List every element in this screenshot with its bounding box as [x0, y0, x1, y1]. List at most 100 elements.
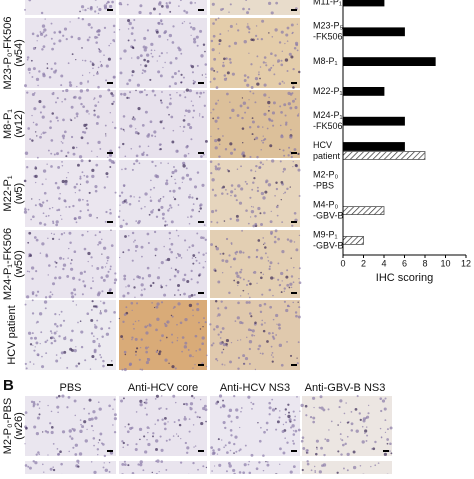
- nucleus: [171, 140, 174, 143]
- nucleus: [85, 439, 88, 442]
- nucleus: [138, 320, 140, 322]
- nucleus: [347, 436, 349, 438]
- nucleus: [74, 217, 77, 220]
- nucleus: [194, 185, 197, 188]
- nucleus: [63, 337, 66, 340]
- nucleus: [186, 446, 189, 449]
- nucleus: [108, 45, 110, 47]
- nucleus: [357, 395, 359, 397]
- nucleus: [263, 113, 266, 116]
- nucleus: [203, 317, 205, 319]
- nucleus: [82, 60, 83, 61]
- nucleus: [150, 120, 153, 123]
- nucleus: [186, 167, 188, 169]
- nucleus: [66, 406, 68, 408]
- scale-bar: [291, 221, 297, 223]
- nucleus: [89, 160, 91, 162]
- nucleus: [111, 360, 112, 361]
- nucleus: [169, 11, 171, 13]
- nucleus: [74, 250, 77, 253]
- nucleus: [161, 449, 164, 452]
- nucleus: [259, 212, 261, 214]
- nucleus: [113, 25, 116, 28]
- nucleus: [305, 405, 308, 408]
- nucleus: [121, 369, 123, 371]
- nucleus: [109, 268, 111, 270]
- nucleus: [205, 421, 207, 423]
- nucleus: [237, 340, 238, 341]
- nucleus: [92, 68, 94, 70]
- nucleus: [254, 322, 257, 325]
- nucleus: [53, 469, 55, 471]
- nucleus: [129, 22, 132, 25]
- nucleus: [34, 461, 37, 464]
- nucleus: [143, 151, 145, 153]
- nucleus: [161, 261, 164, 264]
- nucleus: [222, 135, 224, 137]
- nucleus: [86, 203, 89, 206]
- nucleus: [166, 106, 168, 108]
- nucleus: [212, 48, 215, 51]
- nucleus: [105, 79, 107, 81]
- nucleus: [264, 84, 267, 87]
- nucleus: [56, 116, 59, 119]
- nucleus: [233, 280, 235, 282]
- nucleus: [299, 267, 301, 269]
- nucleus: [219, 394, 222, 397]
- bar: [343, 143, 405, 151]
- nucleus: [342, 444, 345, 447]
- nucleus: [26, 91, 28, 93]
- nucleus: [161, 102, 163, 104]
- nucleus: [210, 112, 211, 113]
- nucleus: [142, 124, 145, 127]
- nucleus: [28, 332, 31, 335]
- nucleus: [167, 163, 168, 164]
- nucleus: [231, 184, 234, 187]
- nucleus: [299, 235, 300, 236]
- nucleus: [147, 60, 150, 63]
- nucleus: [152, 90, 155, 93]
- nucleus: [127, 430, 130, 433]
- nucleus: [80, 82, 83, 85]
- nucleus: [269, 306, 272, 309]
- nucleus: [211, 210, 214, 213]
- nucleus: [286, 341, 288, 343]
- nucleus: [180, 82, 182, 84]
- nucleus: [217, 307, 219, 309]
- nucleus: [150, 180, 152, 182]
- nucleus: [68, 172, 69, 173]
- nucleus: [283, 193, 284, 194]
- nucleus: [131, 427, 133, 429]
- nucleus: [374, 441, 376, 443]
- nucleus: [43, 45, 46, 48]
- nucleus: [240, 187, 243, 190]
- nucleus: [319, 470, 322, 473]
- nucleus: [64, 200, 66, 202]
- nucleus: [144, 64, 147, 67]
- nucleus: [197, 469, 199, 471]
- nucleus: [113, 311, 116, 314]
- nucleus: [40, 343, 41, 344]
- nucleus: [76, 115, 78, 117]
- nucleus: [387, 443, 389, 445]
- nucleus: [145, 399, 147, 401]
- nucleus: [224, 74, 227, 77]
- nucleus: [244, 74, 247, 77]
- nucleus: [160, 460, 163, 463]
- nucleus: [221, 300, 223, 302]
- nucleus: [93, 445, 95, 447]
- nucleus: [118, 216, 120, 218]
- nucleus: [43, 169, 46, 172]
- nucleus: [141, 338, 143, 340]
- nucleus: [210, 136, 211, 137]
- nucleus: [108, 404, 111, 407]
- nucleus: [293, 419, 295, 421]
- nucleus: [62, 35, 64, 37]
- nucleus: [219, 144, 221, 146]
- nucleus: [254, 223, 257, 226]
- nucleus: [263, 212, 266, 215]
- nucleus: [184, 342, 187, 345]
- nucleus: [97, 338, 99, 340]
- nucleus: [204, 51, 206, 53]
- nucleus: [24, 180, 27, 183]
